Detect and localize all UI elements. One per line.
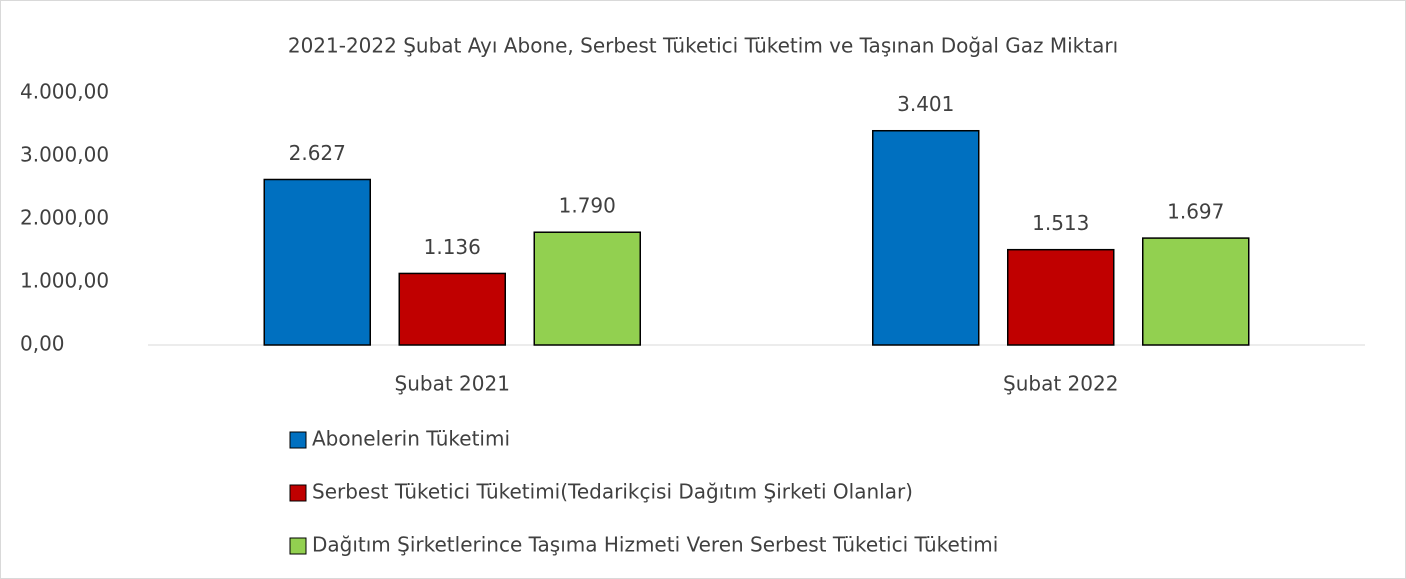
legend-label: Abonelerin Tüketimi [312,427,510,451]
value-label: 1.136 [424,235,481,259]
legend-swatch [289,484,307,502]
bar [398,272,506,346]
bar [1007,248,1115,346]
x-tick-label: Şubat 2021 [395,372,510,396]
legend-label: Serbest Tüketici Tüketimi(Tedarikçisi Da… [312,480,913,504]
bar [1142,237,1250,346]
bar [263,178,371,346]
chart-title: 2021-2022 Şubat Ayı Abone, Serbest Tüket… [288,34,1118,58]
bar [533,231,641,346]
value-label: 1.697 [1167,200,1224,224]
legend-label: Dağıtım Şirketlerince Taşıma Hizmeti Ver… [312,533,998,557]
value-label: 1.790 [559,194,616,218]
y-tick-label: 3.000,00 [20,143,109,167]
x-tick-label: Şubat 2022 [1003,372,1118,396]
y-tick-label: 4.000,00 [20,80,109,104]
legend-swatch [289,537,307,555]
y-tick-label: 1.000,00 [20,269,109,293]
bar [872,129,980,346]
value-label: 1.513 [1032,211,1089,235]
value-label: 2.627 [289,141,346,165]
legend-swatch [289,431,307,449]
y-tick-label: 0,00 [20,332,65,356]
y-tick-label: 2.000,00 [20,206,109,230]
value-label: 3.401 [897,92,954,116]
